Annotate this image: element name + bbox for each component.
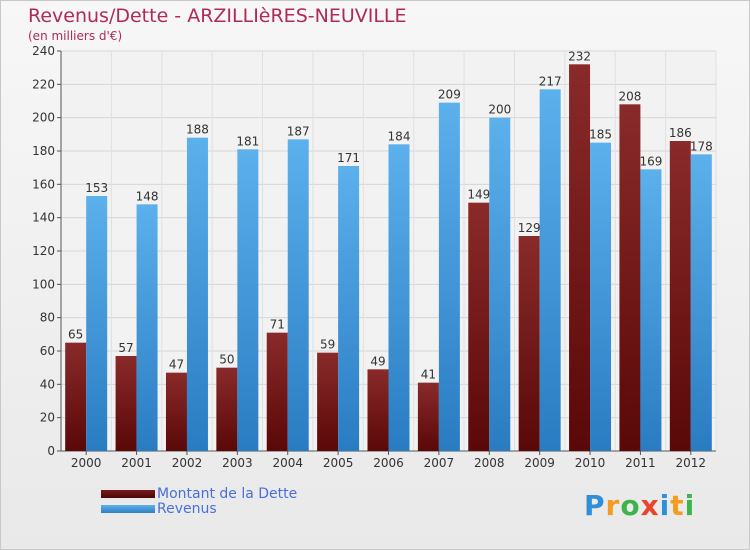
bar-dette — [216, 367, 238, 451]
y-tick-label: 140 — [32, 211, 55, 225]
bar-dette — [619, 104, 641, 451]
bar-revenus — [287, 139, 309, 452]
data-label: 178 — [690, 139, 713, 153]
bar-dette — [669, 141, 691, 451]
x-tick-label: 2002 — [172, 456, 203, 470]
bar-revenus — [338, 166, 360, 451]
data-label: 232 — [568, 49, 591, 63]
logo-letter: P — [584, 489, 606, 522]
bar-dette — [317, 352, 339, 451]
bar-dette — [468, 202, 490, 451]
data-label: 57 — [118, 341, 133, 355]
x-tick-label: 2004 — [272, 456, 303, 470]
chart-title: Revenus/Dette - ARZILLIèRES-NEUVILLE — [28, 5, 407, 27]
logo-letter: r — [605, 489, 621, 522]
bar-dette — [165, 372, 187, 451]
bar-revenus — [590, 142, 612, 451]
y-tick-label: 40 — [40, 377, 55, 391]
data-label: 129 — [518, 221, 541, 235]
bar-revenus — [388, 144, 410, 452]
y-tick-label: 80 — [40, 311, 55, 325]
data-label: 47 — [169, 358, 184, 372]
legend-item-revenus: Revenus — [101, 502, 297, 517]
y-tick-label: 60 — [40, 344, 55, 358]
x-tick-label: 2005 — [323, 456, 354, 470]
bar-revenus — [438, 102, 460, 452]
data-label: 171 — [337, 151, 360, 165]
x-tick-label: 2000 — [71, 456, 102, 470]
bar-dette — [115, 356, 137, 451]
data-label: 188 — [186, 123, 209, 137]
x-tick-label: 2008 — [474, 456, 505, 470]
data-label: 186 — [669, 126, 692, 140]
data-label: 41 — [421, 368, 436, 382]
y-tick-label: 120 — [32, 244, 55, 258]
x-tick-label: 2011 — [625, 456, 656, 470]
data-label: 59 — [320, 338, 335, 352]
bar-dette — [569, 64, 591, 452]
proxiti-logo: Proxiti — [584, 489, 695, 522]
data-label: 71 — [270, 318, 285, 332]
data-label: 181 — [236, 134, 259, 148]
data-label: 185 — [589, 128, 612, 142]
x-tick-label: 2007 — [424, 456, 455, 470]
x-tick-label: 2001 — [121, 456, 152, 470]
legend-swatch-revenus — [101, 505, 155, 513]
bar-revenus — [489, 117, 511, 452]
data-label: 217 — [539, 74, 562, 88]
data-label: 169 — [639, 154, 662, 168]
x-tick-label: 2003 — [222, 456, 253, 470]
y-tick-label: 100 — [32, 277, 55, 291]
bar-dette — [367, 369, 389, 451]
bar-revenus — [690, 154, 712, 452]
y-tick-label: 160 — [32, 177, 55, 191]
legend: Montant de la Dette Revenus — [101, 487, 297, 517]
bar-revenus — [539, 89, 561, 451]
bar-revenus — [186, 137, 208, 451]
x-tick-label: 2009 — [524, 456, 555, 470]
bar-dette — [266, 332, 288, 451]
bar-dette — [417, 382, 439, 451]
y-tick-label: 180 — [32, 144, 55, 158]
bar-revenus — [640, 169, 662, 452]
bar-revenus — [136, 204, 158, 451]
y-tick-label: 200 — [32, 111, 55, 125]
logo-letter: o — [620, 489, 641, 522]
data-label: 65 — [68, 328, 83, 342]
data-label: 184 — [388, 129, 411, 143]
data-label: 149 — [467, 188, 490, 202]
bar-revenus — [86, 196, 108, 451]
chart-subtitle: (en milliers d'€) — [28, 29, 123, 43]
legend-swatch-dette — [101, 490, 155, 498]
logo-letter: t — [670, 489, 685, 522]
x-tick-label: 2012 — [676, 456, 707, 470]
y-tick-label: 20 — [40, 411, 55, 425]
data-label: 50 — [219, 353, 234, 367]
legend-label-dette: Montant de la Dette — [157, 486, 298, 502]
y-tick-label: 220 — [32, 77, 55, 91]
logo-letter: i — [659, 489, 671, 522]
logo-letter: i — [684, 489, 696, 522]
data-label: 209 — [438, 88, 461, 102]
legend-item-dette: Montant de la Dette — [101, 487, 297, 502]
logo-letter: x — [640, 489, 660, 522]
data-label: 200 — [488, 103, 511, 117]
x-tick-label: 2010 — [575, 456, 606, 470]
legend-label-revenus: Revenus — [157, 501, 217, 517]
bar-dette — [518, 236, 540, 451]
data-label: 49 — [370, 354, 385, 368]
data-label: 148 — [136, 189, 159, 203]
data-label: 187 — [287, 124, 310, 138]
y-tick-label: 240 — [32, 44, 55, 58]
y-tick-label: 0 — [47, 444, 55, 458]
x-tick-label: 2006 — [373, 456, 404, 470]
bar-dette — [65, 342, 87, 451]
bar-revenus — [237, 149, 259, 452]
data-label: 208 — [618, 89, 641, 103]
data-label: 153 — [85, 181, 108, 195]
